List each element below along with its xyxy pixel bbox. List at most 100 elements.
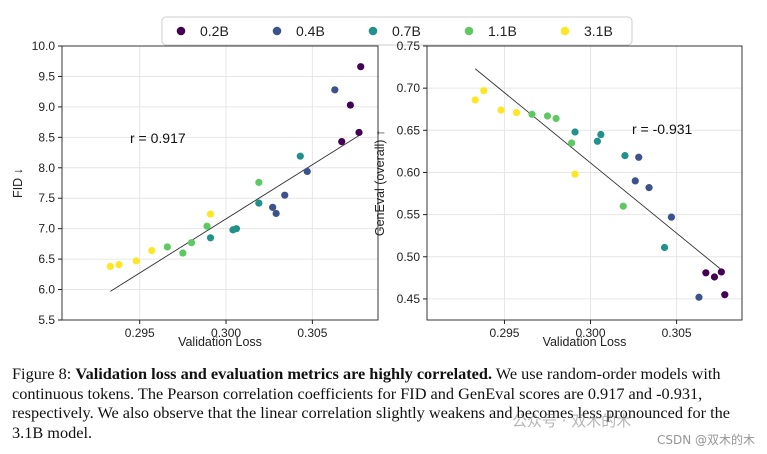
data-point-1.1B [163, 243, 171, 251]
legend-marker-0.4B [272, 26, 282, 36]
data-point-3.1B [471, 96, 479, 104]
data-point-1.1B [255, 178, 263, 186]
data-point-0.2B [702, 269, 710, 277]
data-point-0.7B [660, 243, 669, 252]
data-point-0.4B [631, 177, 639, 185]
legend-label-0.7B: 0.7B [392, 23, 421, 39]
x-tick-label: 0.305 [297, 326, 327, 340]
caption-bold: Validation loss and evaluation metrics a… [75, 364, 493, 383]
plot-frame [61, 45, 379, 321]
fid-scatter-plot: 0.295 0.300 0.305 5.5 6.0 6.5 7.0 7.5 8.0 8.5 9.0 9… [11, 39, 379, 349]
trend-line [110, 135, 360, 292]
data-point-1.1B [543, 112, 552, 120]
data-point-0.2B [710, 273, 719, 281]
x-tick-label: 0.295 [125, 326, 155, 340]
legend-marker-0.2B [176, 26, 186, 36]
data-point-3.1B [512, 109, 521, 117]
data-point-0.7B [621, 152, 629, 160]
y-tick-label: 0.55 [397, 208, 421, 222]
figure-canvas: 0.2B 0.4B 0.7B 1.1B 3.1B 0.295 0.300 0.305 5.5 6… [11, 16, 743, 349]
plot-frame [426, 45, 743, 321]
legend-marker-1.1B [464, 26, 474, 36]
y-tick-label: 6.0 [38, 283, 55, 297]
x-tick-label: 0.300 [576, 326, 606, 340]
data-point-1.1B [619, 202, 627, 210]
data-point-0.4B [281, 191, 289, 199]
data-point-0.7B [593, 137, 602, 145]
y-tick-label: 6.5 [38, 252, 55, 266]
data-point-1.1B [187, 239, 196, 247]
data-point-0.2B [346, 101, 354, 109]
watermark-text: 公众号 · 双木的木 [512, 412, 632, 430]
y-tick-label: 5.5 [38, 313, 55, 327]
caption-body: We use random-order models with continuo… [12, 364, 730, 442]
data-point-3.1B [480, 87, 488, 95]
data-point-0.2B [355, 128, 363, 137]
data-point-1.1B [552, 114, 560, 123]
x-axis-label: Validation Loss [178, 335, 262, 349]
legend-label-0.2B: 0.2B [200, 23, 229, 39]
y-tick-label: 8.0 [38, 161, 55, 175]
data-point-0.4B [331, 86, 339, 94]
data-point-0.4B [645, 184, 653, 192]
data-point-0.4B [303, 167, 311, 176]
y-tick-label: 7.5 [38, 191, 55, 205]
data-point-1.1B [179, 249, 187, 257]
data-point-0.7B [232, 225, 241, 233]
data-point-3.1B [132, 257, 140, 265]
x-tick-label: 0.305 [662, 326, 692, 340]
data-point-3.1B [115, 260, 123, 269]
legend-marker-0.7B [368, 26, 378, 36]
data-point-0.7B [255, 199, 263, 207]
y-axis-label: GenEval (overall) ↑ [373, 130, 387, 236]
legend-label-1.1B: 1.1B [488, 23, 517, 39]
data-point-0.7B [206, 234, 215, 242]
legend-label-3.1B: 3.1B [584, 23, 613, 39]
data-point-3.1B [571, 170, 579, 178]
trend-line [474, 68, 724, 272]
y-tick-label: 10.0 [32, 39, 56, 53]
caption-prefix: Figure 8: [12, 364, 72, 383]
y-tick-label: 0.75 [397, 39, 421, 53]
data-point-3.1B [106, 262, 114, 271]
data-point-0.7B [597, 130, 605, 139]
legend-label-0.4B: 0.4B [296, 23, 325, 39]
y-tick-label: 0.50 [397, 250, 421, 264]
data-point-0.4B [635, 153, 643, 161]
correlation-annotation: r = 0.917 [130, 130, 186, 146]
y-tick-label: 0.45 [397, 292, 421, 306]
data-point-0.2B [338, 137, 346, 146]
data-point-3.1B [497, 106, 505, 114]
data-point-0.4B [269, 203, 277, 211]
data-point-0.2B [357, 63, 365, 71]
data-point-0.7B [296, 152, 304, 160]
data-point-1.1B [528, 110, 536, 118]
y-tick-label: 0.65 [397, 123, 421, 137]
data-point-3.1B [206, 210, 215, 218]
credit-text: CSDN @双木的木 [656, 433, 755, 447]
data-point-0.7B [571, 128, 579, 136]
legend: 0.2B 0.4B 0.7B 1.1B 3.1B [161, 16, 633, 46]
y-tick-label: 7.0 [38, 222, 55, 236]
figure-caption: Figure 8: Validation loss and evaluation… [12, 364, 764, 442]
legend-marker-3.1B [560, 26, 570, 36]
data-point-1.1B [567, 139, 576, 147]
data-point-0.2B [717, 268, 725, 276]
x-tick-label: 0.295 [489, 326, 519, 340]
data-point-0.4B [695, 293, 703, 301]
y-tick-label: 8.5 [38, 130, 55, 144]
data-point-1.1B [203, 222, 211, 230]
y-tick-label: 9.0 [38, 100, 55, 114]
y-tick-label: 0.70 [397, 81, 421, 95]
data-point-0.4B [272, 209, 280, 218]
correlation-annotation: r = -0.931 [632, 121, 693, 137]
geneval-scatter-plot: 0.295 0.300 0.305 0.45 0.50 0.55 0.60 0.65 0.70 0… [373, 39, 743, 349]
data-point-3.1B [148, 246, 156, 255]
y-tick-label: 9.5 [38, 69, 55, 83]
data-point-0.4B [667, 213, 676, 221]
legend-box [161, 16, 633, 46]
x-tick-label: 0.300 [211, 326, 241, 340]
x-axis-label: Validation Loss [543, 335, 627, 349]
y-axis-label: FID ↓ [11, 168, 25, 198]
data-point-0.2B [721, 291, 729, 299]
